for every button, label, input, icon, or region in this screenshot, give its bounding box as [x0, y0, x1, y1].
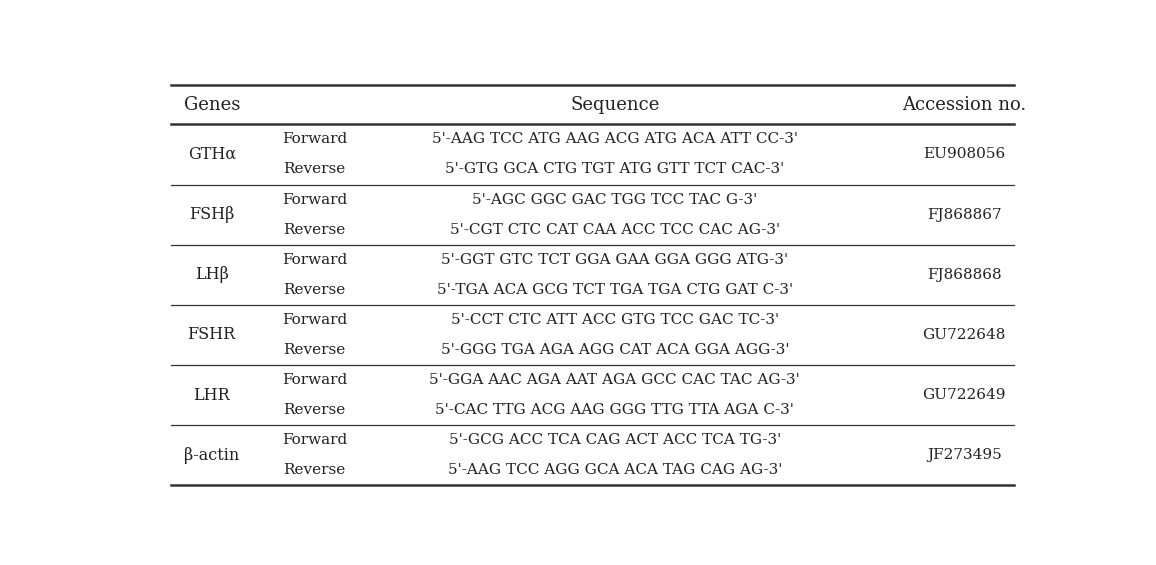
Text: 5'-AAG TCC AGG GCA ACA TAG CAG AG-3': 5'-AAG TCC AGG GCA ACA TAG CAG AG-3': [447, 463, 783, 477]
Text: Reverse: Reverse: [283, 463, 346, 477]
Text: Accession no.: Accession no.: [902, 96, 1027, 114]
Text: LHR: LHR: [193, 386, 230, 403]
Text: Reverse: Reverse: [283, 403, 346, 417]
Text: EU908056: EU908056: [924, 147, 1006, 162]
Text: Reverse: Reverse: [283, 343, 346, 357]
Text: 5'-AAG TCC ATG AAG ACG ATG ACA ATT CC-3': 5'-AAG TCC ATG AAG ACG ATG ACA ATT CC-3': [432, 132, 798, 146]
Text: Reverse: Reverse: [283, 283, 346, 297]
Text: GU722649: GU722649: [922, 388, 1006, 402]
Text: Forward: Forward: [282, 373, 347, 387]
Text: 5'-GGT GTC TCT GGA GAA GGA GGG ATG-3': 5'-GGT GTC TCT GGA GAA GGA GGG ATG-3': [442, 253, 788, 267]
Text: β-actin: β-actin: [184, 447, 239, 464]
Text: Sequence: Sequence: [570, 96, 660, 114]
Text: 5'-GGA AAC AGA AAT AGA GCC CAC TAC AG-3': 5'-GGA AAC AGA AAT AGA GCC CAC TAC AG-3': [430, 373, 800, 387]
Text: Forward: Forward: [282, 433, 347, 447]
Text: FJ868868: FJ868868: [927, 268, 1001, 282]
Text: FSHβ: FSHβ: [188, 206, 235, 223]
Text: 5'-CGT CTC CAT CAA ACC TCC CAC AG-3': 5'-CGT CTC CAT CAA ACC TCC CAC AG-3': [450, 223, 780, 237]
Text: 5'-GGG TGA AGA AGG CAT ACA GGA AGG-3': 5'-GGG TGA AGA AGG CAT ACA GGA AGG-3': [440, 343, 790, 357]
Text: Forward: Forward: [282, 253, 347, 267]
Text: Reverse: Reverse: [283, 163, 346, 176]
Text: Forward: Forward: [282, 132, 347, 146]
Text: Genes: Genes: [184, 96, 240, 114]
Text: 5'-TGA ACA GCG TCT TGA TGA CTG GAT C-3': 5'-TGA ACA GCG TCT TGA TGA CTG GAT C-3': [437, 283, 793, 297]
Text: Reverse: Reverse: [283, 223, 346, 237]
Text: 5'-CCT CTC ATT ACC GTG TCC GAC TC-3': 5'-CCT CTC ATT ACC GTG TCC GAC TC-3': [451, 313, 779, 327]
Text: GTHα: GTHα: [187, 146, 236, 163]
Text: 5'-AGC GGC GAC TGG TCC TAC G-3': 5'-AGC GGC GAC TGG TCC TAC G-3': [472, 193, 757, 207]
Text: FJ868867: FJ868867: [927, 207, 1001, 221]
Text: Forward: Forward: [282, 193, 347, 207]
Text: GU722648: GU722648: [922, 328, 1006, 342]
Text: 5'-CAC TTG ACG AAG GGG TTG TTA AGA C-3': 5'-CAC TTG ACG AAG GGG TTG TTA AGA C-3': [436, 403, 794, 417]
Text: FSHR: FSHR: [187, 327, 236, 344]
Text: JF273495: JF273495: [927, 449, 1001, 462]
Text: 5'-GCG ACC TCA CAG ACT ACC TCA TG-3': 5'-GCG ACC TCA CAG ACT ACC TCA TG-3': [449, 433, 781, 447]
Text: 5'-GTG GCA CTG TGT ATG GTT TCT CAC-3': 5'-GTG GCA CTG TGT ATG GTT TCT CAC-3': [445, 163, 785, 176]
Text: Forward: Forward: [282, 313, 347, 327]
Text: LHβ: LHβ: [194, 266, 229, 283]
